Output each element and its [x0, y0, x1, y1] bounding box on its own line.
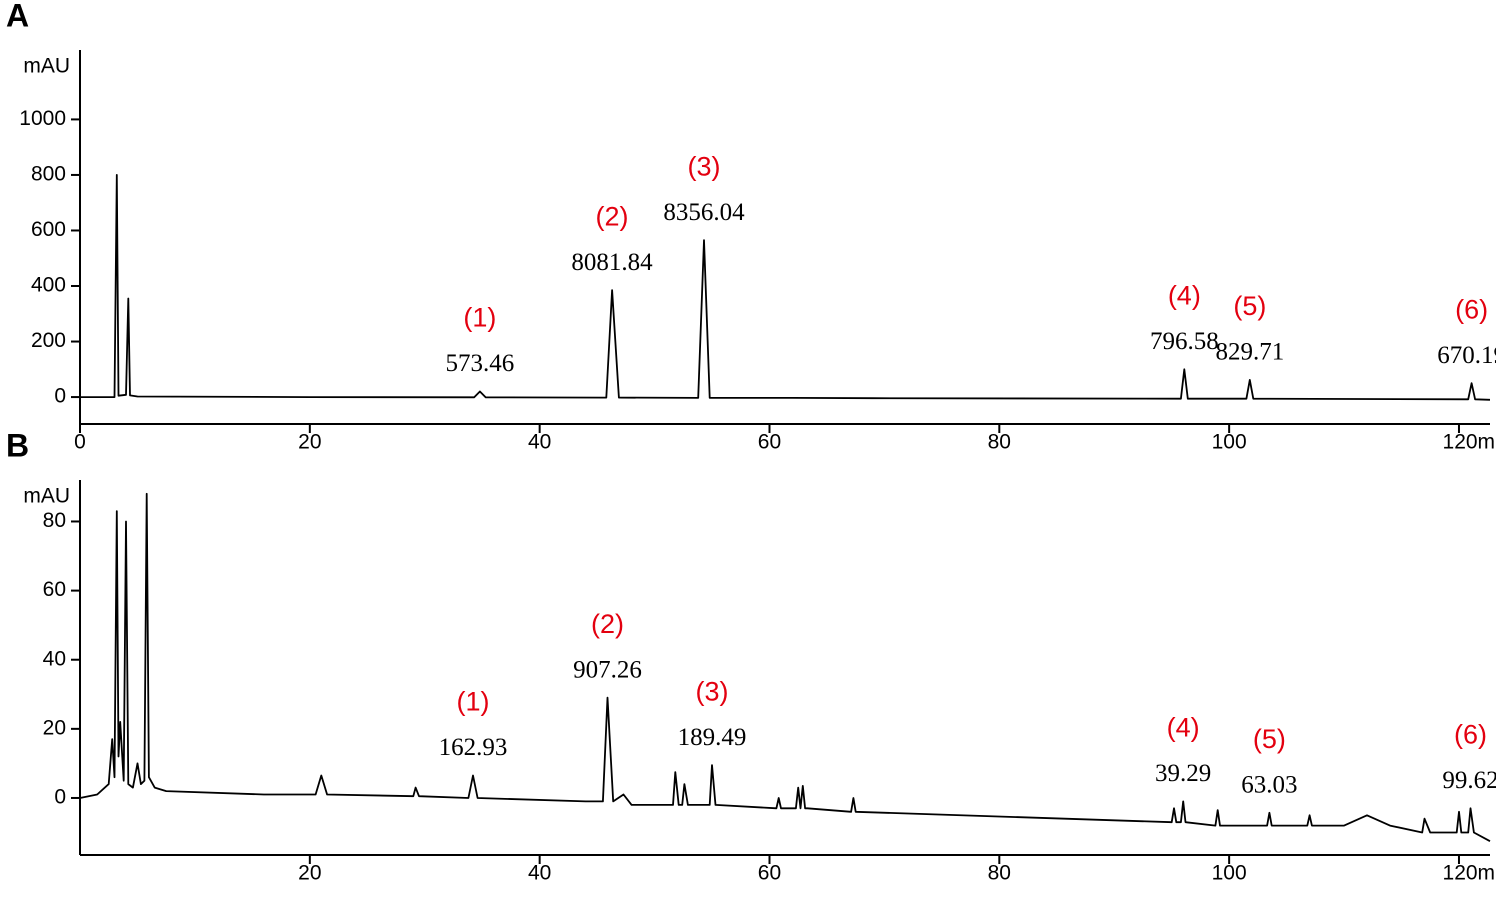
x-tick-label: 80 — [988, 862, 1011, 885]
peak-number-label: (6) — [1455, 294, 1488, 324]
x-tick-label: 120min — [1443, 862, 1496, 885]
peak-area-label: 573.46 — [446, 350, 515, 377]
panel-label: B — [6, 427, 29, 463]
peak-number-label: (3) — [687, 151, 720, 181]
y-tick-label: 600 — [31, 218, 66, 241]
y-tick-label: 40 — [43, 647, 66, 670]
peak-area-label: 39.29 — [1155, 760, 1211, 787]
peak-number-label: (5) — [1253, 724, 1286, 754]
x-tick-label: 40 — [528, 862, 551, 885]
x-tick-label: 20 — [298, 862, 321, 885]
panel-label: A — [6, 0, 29, 33]
peak-number-label: (6) — [1454, 719, 1487, 749]
y-tick-label: 1000 — [19, 107, 66, 130]
x-tick-label: 100 — [1212, 862, 1247, 885]
peak-number-label: (2) — [596, 201, 629, 231]
trace — [79, 492, 1491, 842]
trace — [80, 174, 1491, 401]
y-tick-label: 60 — [43, 578, 66, 601]
x-tick-label: 0 — [74, 431, 86, 454]
peak-area-label: 907.26 — [573, 656, 642, 683]
peak-area-label: 99.62 — [1442, 767, 1496, 794]
y-tick-label: 400 — [31, 274, 66, 297]
peak-area-label: 829.71 — [1215, 339, 1284, 366]
x-tick-label: 20 — [298, 431, 321, 454]
peak-area-label: 670.19 — [1437, 342, 1496, 369]
peak-area-label: 63.03 — [1241, 772, 1297, 799]
peak-number-label: (2) — [591, 609, 624, 639]
peak-number-label: (1) — [457, 687, 490, 717]
y-tick-label: 0 — [54, 385, 66, 408]
y-tick-label: 20 — [43, 716, 66, 739]
y-tick-label: 800 — [31, 162, 66, 185]
y-axis-label: mAU — [23, 55, 70, 78]
peak-area-label: 162.93 — [439, 734, 508, 761]
x-tick-label: 60 — [758, 431, 781, 454]
x-tick-label: 40 — [528, 431, 551, 454]
peak-area-label: 8081.84 — [571, 249, 653, 276]
peak-number-label: (3) — [696, 676, 729, 706]
peak-number-label: (4) — [1167, 713, 1200, 743]
peak-number-label: (5) — [1233, 291, 1266, 321]
x-tick-label: 60 — [758, 862, 781, 885]
y-tick-label: 0 — [54, 786, 66, 809]
y-tick-label: 200 — [31, 329, 66, 352]
peak-area-label: 796.58 — [1150, 328, 1219, 355]
peak-area-label: 189.49 — [678, 724, 747, 751]
y-tick-label: 80 — [43, 509, 66, 532]
x-tick-label: 80 — [988, 431, 1011, 454]
peak-area-label: 8356.04 — [663, 199, 745, 226]
x-tick-label: 100 — [1212, 431, 1247, 454]
x-tick-label: 120min — [1443, 431, 1496, 454]
peak-number-label: (1) — [463, 303, 496, 333]
peak-number-label: (4) — [1168, 280, 1201, 310]
y-axis-label: mAU — [23, 485, 70, 508]
